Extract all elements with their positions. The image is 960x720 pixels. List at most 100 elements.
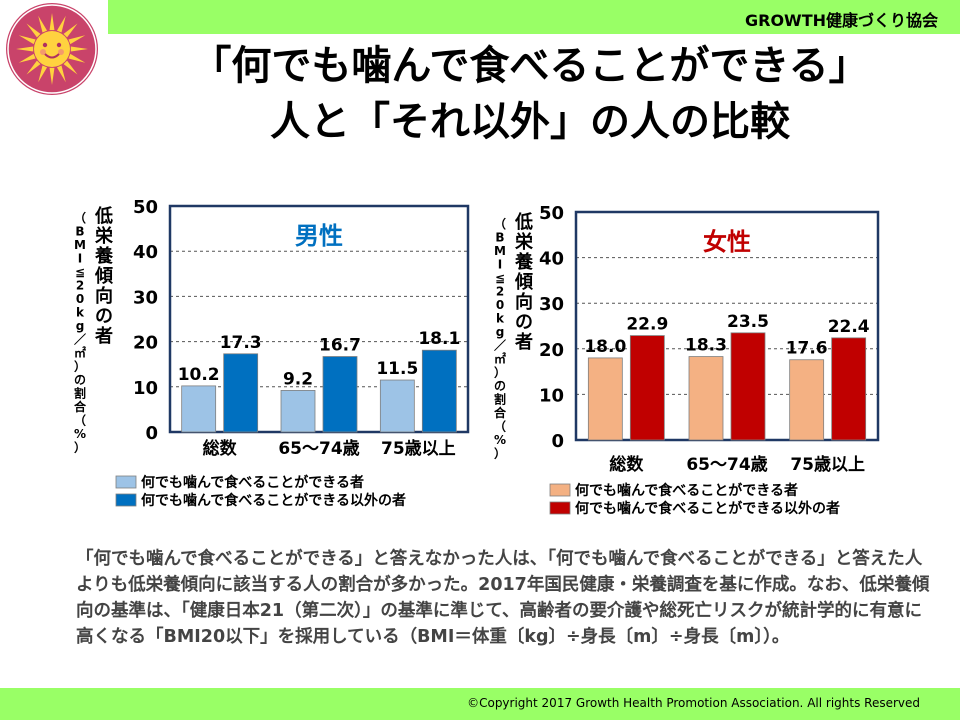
y-tick-label: 20 [133,333,158,354]
org-name: GROWTH健康づくり協会 [744,11,938,30]
y-tick-label: 0 [145,423,158,444]
bar [181,385,217,433]
plot-border [574,210,880,442]
x-tick-label: 75歳以上 [381,438,456,459]
y-axis-title-char: 向 [515,291,533,313]
y-axis-unit-char: （ [494,216,506,231]
data-label: 22.9 [626,315,668,335]
y-axis-unit-char: （ [494,419,506,434]
y-axis-unit-char: ㎡ [74,345,86,360]
bar [421,349,457,433]
y-axis-title-char: 向 [95,285,113,307]
y-axis-title-char: 栄 [94,225,114,247]
y-axis-unit-char: 合 [494,405,507,420]
y-tick-label: 40 [133,242,158,263]
y-axis-unit-char: I [498,258,502,272]
y-axis-unit-char: 割 [494,392,506,407]
legend-label: 何でも噛んで食べることができる以外の者 [575,500,840,517]
y-axis-unit-char: ≦ [495,271,505,285]
x-tick-label: 65〜74歳 [278,438,359,459]
x-tick-label: 総数 [203,438,238,459]
legend-swatch [115,493,137,507]
y-axis-unit-char: （ [74,413,86,428]
legend-swatch [549,501,571,515]
y-axis-unit-char: の [74,373,86,387]
y-axis-title-char: 養 [514,251,533,273]
y-axis-unit-char: ㎡ [494,351,506,366]
bar [322,356,358,433]
data-label: 17.6 [786,339,828,359]
y-axis-unit-char: 割 [74,386,86,401]
y-axis-unit-char: k [496,312,505,326]
footer-band: ©Copyright 2017 Growth Health Promotion … [0,688,960,720]
y-axis-title-char: 傾 [514,271,534,293]
sun-logo-icon [0,0,108,100]
y-axis-unit-char: g [496,325,505,339]
chart-title: 女性 [703,228,751,256]
data-label: 18.1 [418,329,460,349]
legend-swatch [115,475,137,489]
y-tick-label: 10 [539,385,564,406]
page-title: 「何でも噛んで食べることができる」 人と「それ以外」の人の比較 [110,38,950,150]
data-label: 17.3 [220,333,262,353]
y-tick-label: 50 [133,197,158,218]
y-axis-unit-char: （ [74,210,86,225]
y-axis-title-char: の [515,312,533,333]
chart-title: 男性 [295,222,343,250]
x-tick-label: 総数 [609,454,644,475]
data-label: 18.3 [685,336,727,356]
female-bar-chart: 低栄養傾向の者（BMI≦20kg／㎡）の割合（%）01020304050女性18… [494,203,880,517]
data-label: 18.0 [584,337,626,357]
y-axis-unit-char: ） [494,446,506,461]
y-axis-unit-char: 0 [76,292,84,306]
y-axis-unit-char: の [494,379,506,393]
legend-swatch [549,483,571,497]
bar [587,357,623,441]
y-axis-unit-char: ≦ [75,265,85,279]
title-line-2: 人と「それ以外」の人の比較 [270,99,790,145]
y-axis-title-char: 低 [514,211,533,233]
y-axis-title-char: 者 [514,332,533,353]
y-axis-title-char: 低 [94,205,113,227]
y-axis-unit-char: B [495,231,504,245]
y-axis-title-char: 栄 [514,231,534,253]
plot-border [168,204,470,434]
copyright-text: ©Copyright 2017 Growth Health Promotion … [467,696,920,710]
legend-label: 何でも噛んで食べることができる者 [575,482,798,499]
y-axis-title-char: 者 [94,326,113,347]
y-axis-unit-char: 2 [76,279,84,293]
y-axis-unit-char: % [74,427,86,441]
y-axis-unit-char: ／ [74,332,86,347]
data-label: 11.5 [376,359,418,379]
y-axis-unit-char: ／ [494,338,506,353]
data-label: 23.5 [727,312,769,332]
data-label: 9.2 [283,369,313,389]
y-tick-label: 30 [539,294,564,315]
y-tick-label: 40 [539,249,564,270]
y-tick-label: 30 [133,287,158,308]
y-tick-label: 0 [551,431,564,452]
legend-label: 何でも噛んで食べることができる以外の者 [141,492,406,509]
title-line-1: 「何でも噛んで食べることができる」 [191,43,869,89]
x-tick-label: 75歳以上 [790,454,865,475]
x-tick-label: 65〜74歳 [686,454,767,475]
header-band: GROWTH健康づくり協会 [0,0,960,34]
y-axis-unit-char: 2 [496,285,504,299]
bar [688,356,724,441]
y-axis-unit-char: ） [494,365,506,380]
bar [831,337,867,441]
bar [223,353,259,433]
data-label: 22.4 [828,317,870,337]
y-axis-unit-char: % [494,433,506,447]
male-bar-chart: 低栄養傾向の者（BMI≦20kg／㎡）の割合（%）01020304050男性10… [74,197,470,509]
y-tick-label: 50 [539,203,564,224]
y-axis-title-char: 傾 [94,265,114,287]
y-axis-unit-char: 合 [74,399,87,414]
y-axis-title-char: 養 [94,245,113,267]
y-axis-unit-char: M [494,244,506,258]
data-label: 10.2 [178,365,220,385]
y-axis-unit-char: ） [74,440,86,455]
y-axis-unit-char: M [74,238,86,252]
bar [629,335,665,441]
y-axis-unit-char: 0 [496,298,504,312]
